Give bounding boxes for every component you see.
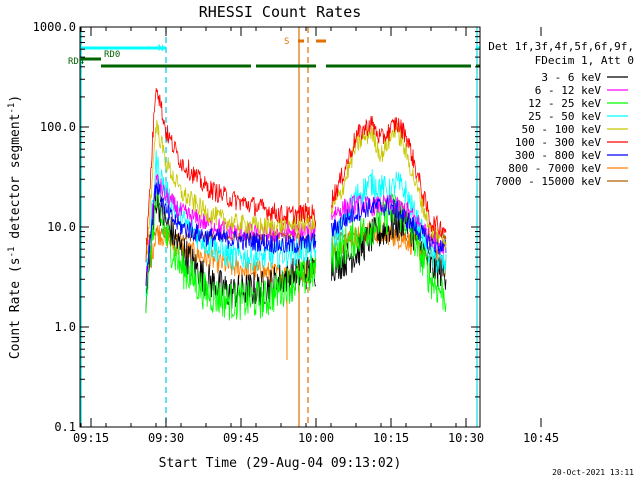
y-tick-label: 100.0 bbox=[40, 120, 76, 134]
attenuator-label: RD4 bbox=[68, 57, 84, 67]
legend-header-line: Det 1f,3f,4f,5f,6f,9f, bbox=[488, 40, 634, 53]
legend-label: 50 - 100 keV bbox=[522, 123, 602, 136]
y-axis-label: Count Rate (s-1 detector segment-1) bbox=[7, 95, 23, 359]
timestamp: 20-Oct-2021 13:11 bbox=[552, 468, 634, 477]
y-label-part: Count Rate (s bbox=[8, 257, 23, 359]
x-tick-label: 09:30 bbox=[148, 431, 184, 445]
y-label-part: ) bbox=[8, 95, 23, 103]
y-label-part: detector segment bbox=[8, 114, 23, 247]
x-tick-label: 10:30 bbox=[448, 431, 484, 445]
x-tick-label: 09:45 bbox=[223, 431, 259, 445]
x-tick-label: 10:15 bbox=[373, 431, 409, 445]
series-line bbox=[145, 178, 447, 287]
x-axis: 09:15 09:30 09:45 10:00 10:15 10:30 10:45 bbox=[73, 27, 559, 445]
legend-label: 3 - 6 keV bbox=[541, 71, 601, 84]
legend-label: 100 - 300 keV bbox=[515, 136, 601, 149]
chart-title: RHESSI Count Rates bbox=[199, 3, 362, 21]
legend-label: 12 - 25 keV bbox=[528, 97, 601, 110]
x-axis-label: Start Time (29-Aug-04 09:13:02) bbox=[159, 456, 402, 471]
y-tick-label: 0.1 bbox=[54, 420, 76, 434]
attenuator-label: N bbox=[158, 44, 163, 54]
series-line bbox=[145, 87, 447, 263]
x-tick-label: 09:15 bbox=[73, 431, 109, 445]
y-label-exponent: -1 bbox=[7, 247, 17, 258]
legend-label: 800 - 7000 keV bbox=[508, 162, 601, 175]
legend-label: 6 - 12 keV bbox=[535, 84, 602, 97]
attenuator-label: RD0 bbox=[104, 50, 120, 60]
series-line bbox=[145, 173, 447, 286]
legend-label: 300 - 800 keV bbox=[515, 149, 601, 162]
y-tick-label: 1.0 bbox=[54, 320, 76, 334]
y-tick-label: 1000.0 bbox=[33, 20, 76, 34]
legend-header-line: FDecim 1, Att 0 bbox=[535, 54, 634, 67]
x-tick-label: 10:45 bbox=[523, 431, 559, 445]
legend-label: 25 - 50 keV bbox=[528, 110, 601, 123]
y-label-exponent: -1 bbox=[7, 103, 17, 114]
plot-area bbox=[80, 27, 480, 427]
y-axis: 0.1 1.0 10.0 100.0 1000.0 bbox=[33, 20, 480, 434]
attenuator-label: S bbox=[284, 37, 289, 47]
x-tick-label: 10:00 bbox=[298, 431, 334, 445]
legend-label: 7000 - 15000 keV bbox=[495, 175, 601, 188]
legend: Det 1f,3f,4f,5f,6f,9f, FDecim 1, Att 0 3… bbox=[488, 40, 634, 188]
y-tick-label: 10.0 bbox=[47, 220, 76, 234]
